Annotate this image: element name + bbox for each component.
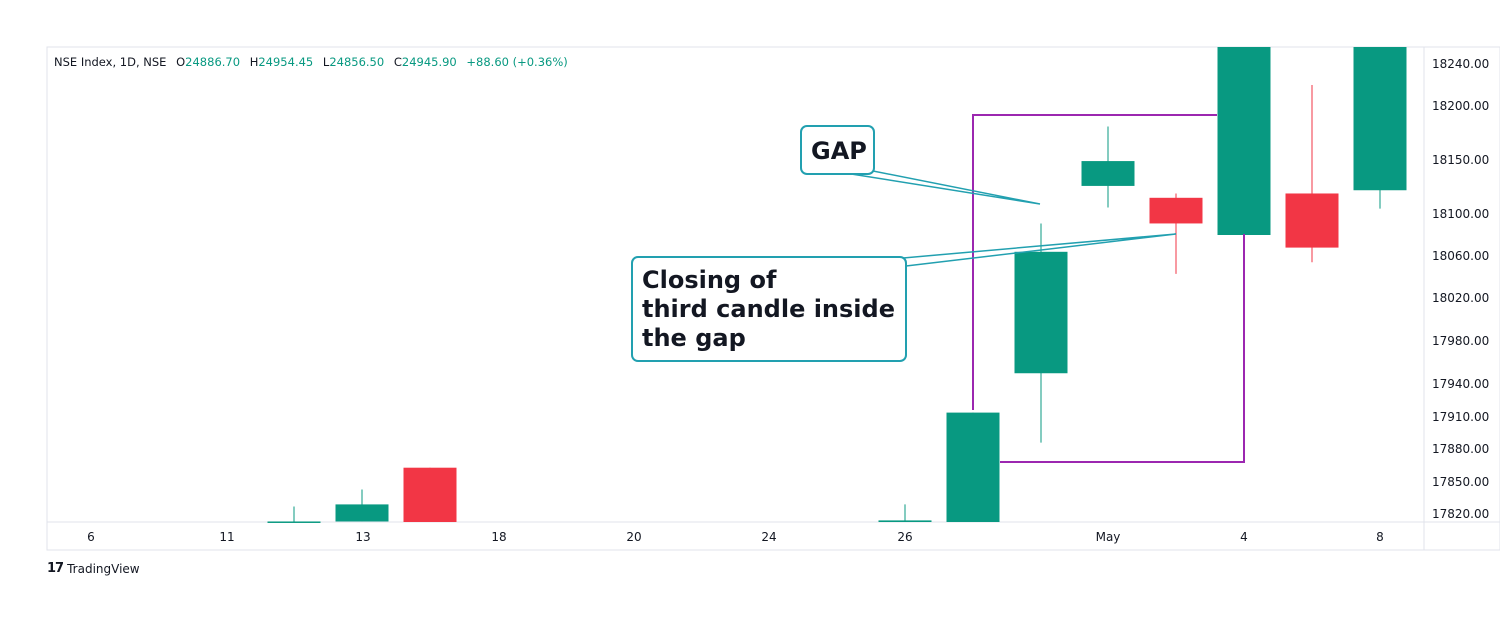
close-key: C <box>393 55 402 69</box>
gap-callout-box <box>800 125 875 175</box>
y-tick-label: 18150.00 <box>1432 153 1489 167</box>
ohlc-legend: NSE Index, 1D, NSE O24886.70 H24954.45 L… <box>54 55 568 69</box>
y-tick-label: 17980.00 <box>1432 334 1489 348</box>
candle-body <box>403 467 457 522</box>
candle <box>1081 126 1135 208</box>
candle <box>1285 85 1339 263</box>
candle-body <box>1014 251 1068 374</box>
candle-body <box>335 504 389 522</box>
x-tick-label: 24 <box>761 530 776 544</box>
x-tick-label: 18 <box>491 530 506 544</box>
candle <box>1149 193 1203 274</box>
candle-body <box>1353 47 1407 191</box>
candle <box>946 412 1000 522</box>
x-tick-label: 4 <box>1240 530 1248 544</box>
gap-label: GAP <box>811 137 867 165</box>
candle-body <box>267 521 321 523</box>
low-key: L <box>322 55 330 69</box>
close-value: 24945.90 <box>401 55 457 69</box>
symbol-label: NSE Index, 1D, NSE <box>54 55 167 69</box>
tradingview-brand[interactable]: 17 TradingView <box>47 561 140 576</box>
pattern-box-bottom-right <box>1000 234 1245 463</box>
x-tick-label: 20 <box>626 530 641 544</box>
y-tick-label: 18020.00 <box>1432 291 1489 305</box>
closing-label-line: Closing of <box>642 266 777 294</box>
candle-body <box>946 412 1000 522</box>
closing-callout-pointer <box>879 233 1177 267</box>
x-tick-label: May <box>1096 530 1121 544</box>
open-value: 24886.70 <box>185 55 241 69</box>
low-value: 24856.50 <box>329 55 385 69</box>
brand-name: TradingView <box>67 561 140 576</box>
candle <box>403 467 457 522</box>
y-tick-label: 18200.00 <box>1432 99 1489 113</box>
tradingview-logo-icon: 17 <box>47 561 64 576</box>
candle-body <box>1285 193 1339 248</box>
x-tick-label: 11 <box>219 530 234 544</box>
y-tick-label: 18100.00 <box>1432 207 1489 221</box>
x-tick-label: 6 <box>87 530 95 544</box>
pattern-box-left-top <box>972 114 1217 410</box>
candle <box>1217 47 1271 235</box>
candle <box>1353 47 1407 209</box>
y-tick-label: 17910.00 <box>1432 410 1489 424</box>
high-value: 24954.45 <box>258 55 314 69</box>
x-tick-label: 13 <box>355 530 370 544</box>
x-tick-label: 8 <box>1376 530 1384 544</box>
candle-body <box>1081 161 1135 186</box>
y-tick-label: 18240.00 <box>1432 57 1489 71</box>
candle <box>267 506 321 523</box>
candle <box>1014 223 1068 443</box>
high-key: H <box>249 55 259 69</box>
candle-body <box>1217 47 1271 235</box>
closing-callout-box <box>631 256 907 362</box>
closing-label-line: the gap <box>642 324 746 352</box>
closing-label-line: third candle inside <box>642 295 895 323</box>
x-tick-label: 26 <box>897 530 912 544</box>
candle-body <box>1149 197 1203 224</box>
open-key: O <box>176 55 186 69</box>
y-tick-label: 17850.00 <box>1432 475 1489 489</box>
y-tick-label: 17940.00 <box>1432 377 1489 391</box>
y-tick-label: 17880.00 <box>1432 442 1489 456</box>
change-value: +88.60 (+0.36%) <box>466 55 568 69</box>
candle <box>878 504 932 522</box>
candle-body <box>878 520 932 522</box>
gap-callout-pointer <box>844 169 1041 205</box>
candle <box>335 489 389 522</box>
y-tick-label: 18060.00 <box>1432 249 1489 263</box>
y-tick-label: 17820.00 <box>1432 507 1489 521</box>
